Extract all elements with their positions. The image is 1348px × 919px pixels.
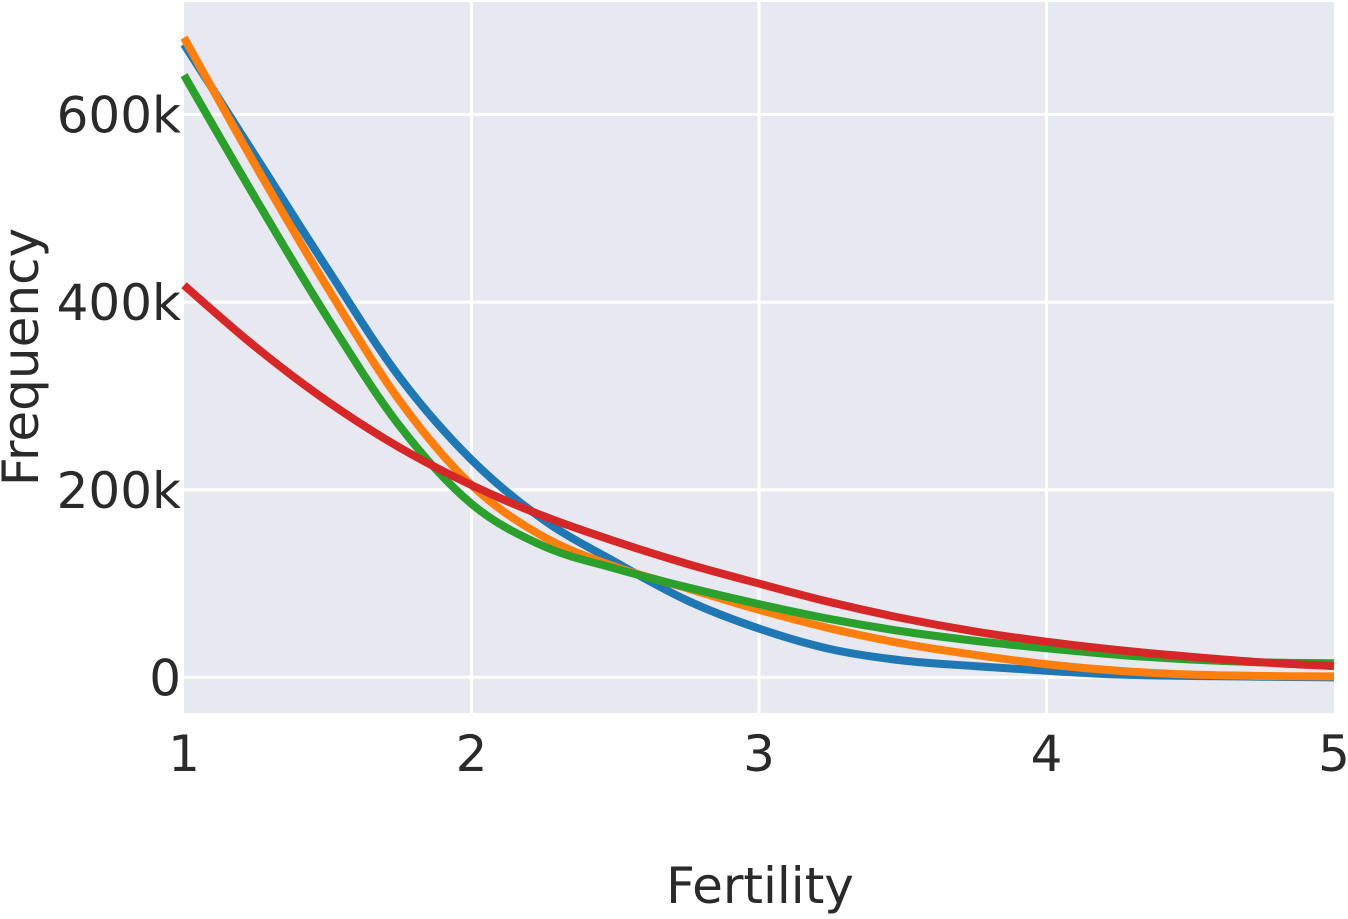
x-gridlines xyxy=(470,2,1048,713)
y-axis-title: Frequency xyxy=(0,228,50,486)
x-tick-labels: 1 2 3 4 5 xyxy=(168,725,1348,783)
y-tick-labels: 0 200k 400k 600k xyxy=(57,87,181,708)
y-tick-label: 400k xyxy=(57,274,181,332)
series-line-red xyxy=(181,282,1335,671)
y-tick-label: 0 xyxy=(149,649,181,707)
y-tick-label: 200k xyxy=(57,462,181,520)
x-tick-label: 5 xyxy=(1318,725,1348,783)
series-lines xyxy=(180,35,1335,682)
x-tick-label: 2 xyxy=(456,725,488,783)
y-tick-label: 600k xyxy=(57,87,181,145)
series-line-green xyxy=(180,73,1335,668)
x-axis-title: Fertility xyxy=(666,857,854,915)
x-tick-label: 1 xyxy=(168,725,200,783)
x-tick-label: 3 xyxy=(743,725,775,783)
x-tick-label: 4 xyxy=(1031,725,1063,783)
